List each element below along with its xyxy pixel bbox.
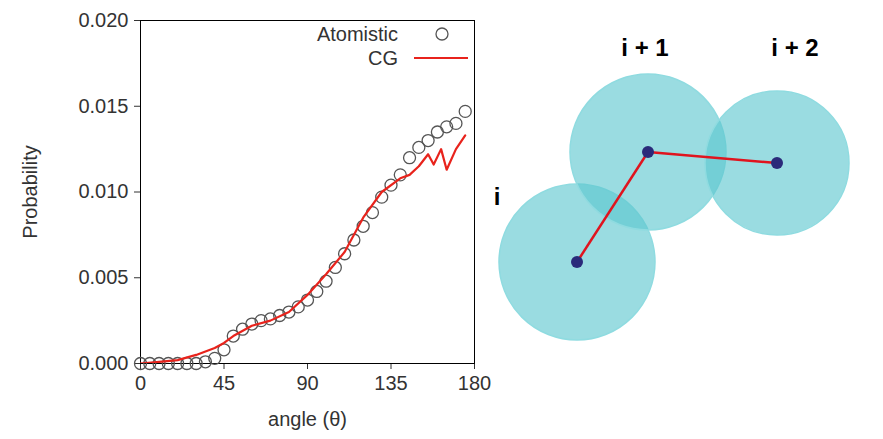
svg-text:0.020: 0.020 (78, 9, 128, 31)
svg-text:0.010: 0.010 (78, 180, 128, 202)
svg-text:0.015: 0.015 (78, 95, 128, 117)
svg-text:180: 180 (458, 372, 491, 394)
svg-text:angle (θ): angle (θ) (268, 408, 347, 430)
svg-text:135: 135 (374, 372, 407, 394)
svg-text:45: 45 (213, 372, 235, 394)
svg-text:0.000: 0.000 (78, 352, 128, 374)
svg-text:0.005: 0.005 (78, 266, 128, 288)
svg-text:90: 90 (296, 372, 318, 394)
svg-text:0: 0 (135, 372, 146, 394)
svg-text:i + 2: i + 2 (771, 34, 818, 61)
svg-text:CG: CG (368, 47, 398, 69)
svg-text:Atomistic: Atomistic (317, 23, 398, 45)
svg-text:Probability: Probability (19, 145, 41, 238)
svg-text:i: i (494, 183, 501, 210)
svg-text:i + 1: i + 1 (621, 34, 668, 61)
